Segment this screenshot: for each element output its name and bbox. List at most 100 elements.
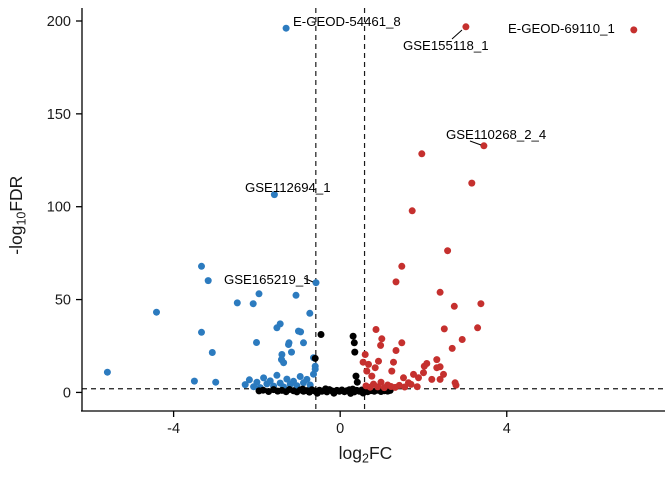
data-point bbox=[477, 300, 485, 308]
data-point bbox=[450, 302, 458, 310]
point-annotation-label: E-GEOD-69110_1 bbox=[508, 21, 615, 36]
data-point bbox=[390, 358, 397, 366]
data-point bbox=[436, 375, 444, 383]
data-point bbox=[303, 375, 311, 383]
axes: 0 50 100 150 200 -4 0 4 log2FC -log10FDR bbox=[6, 8, 665, 466]
data-point bbox=[630, 26, 638, 34]
x-tick-label: -4 bbox=[167, 421, 180, 437]
annotation-leader-line bbox=[469, 140, 482, 146]
data-point bbox=[377, 378, 385, 386]
data-point bbox=[283, 375, 291, 383]
threshold-lines bbox=[82, 8, 665, 411]
data-point bbox=[398, 339, 406, 347]
data-point bbox=[480, 142, 488, 150]
data-point bbox=[351, 348, 359, 356]
data-point bbox=[359, 389, 367, 397]
data-point bbox=[415, 374, 422, 382]
data-point bbox=[392, 278, 400, 286]
annotation-leader-line bbox=[303, 277, 314, 283]
data-point bbox=[273, 371, 281, 379]
data-point bbox=[347, 389, 355, 397]
data-point bbox=[410, 370, 417, 378]
data-point bbox=[212, 378, 220, 386]
data-point bbox=[468, 179, 476, 187]
point-annotation-label: GSE112694_1 bbox=[245, 180, 331, 195]
data-point bbox=[306, 309, 314, 317]
data-point bbox=[296, 373, 304, 380]
data-point bbox=[278, 351, 286, 358]
data-point bbox=[295, 327, 302, 335]
data-point bbox=[413, 383, 421, 391]
data-point bbox=[423, 360, 431, 367]
data-point bbox=[448, 344, 456, 352]
data-point bbox=[260, 374, 268, 382]
data-point bbox=[353, 378, 361, 386]
data-point bbox=[418, 150, 426, 158]
data-point bbox=[312, 279, 320, 287]
data-point bbox=[198, 262, 205, 270]
data-point bbox=[377, 341, 385, 349]
data-point bbox=[372, 326, 380, 333]
data-point bbox=[270, 191, 278, 199]
data-point bbox=[322, 385, 330, 393]
data-point bbox=[266, 377, 274, 385]
data-point bbox=[365, 360, 372, 368]
data-point bbox=[440, 370, 447, 378]
data-point bbox=[311, 354, 319, 362]
data-point bbox=[433, 356, 441, 364]
data-point bbox=[282, 24, 290, 32]
x-axis-title: log2FC bbox=[339, 443, 393, 466]
series-up-regulated bbox=[359, 23, 638, 392]
data-point bbox=[407, 380, 415, 388]
data-point bbox=[280, 359, 288, 367]
y-tick-label: 150 bbox=[47, 107, 71, 123]
data-point bbox=[103, 368, 111, 376]
data-point bbox=[361, 351, 369, 358]
data-point bbox=[233, 299, 241, 307]
data-point bbox=[440, 325, 448, 333]
data-point bbox=[208, 349, 216, 356]
data-point bbox=[401, 383, 409, 391]
data-point bbox=[198, 328, 205, 336]
data-point bbox=[388, 367, 396, 375]
y-tick-label: 0 bbox=[63, 385, 71, 401]
y-tick-label: 100 bbox=[47, 200, 71, 216]
data-point bbox=[285, 341, 292, 348]
data-point bbox=[392, 347, 400, 354]
data-point bbox=[204, 277, 212, 285]
data-point bbox=[153, 308, 160, 316]
data-point bbox=[317, 331, 325, 338]
data-point bbox=[241, 381, 249, 389]
data-point bbox=[428, 375, 436, 383]
data-point bbox=[253, 378, 261, 386]
data-point bbox=[433, 364, 441, 372]
data-point bbox=[288, 348, 295, 356]
data-point bbox=[462, 23, 470, 31]
data-point bbox=[474, 324, 482, 332]
data-point bbox=[398, 262, 406, 270]
y-axis-title: -log10FDR bbox=[6, 176, 29, 255]
x-tick-label: 0 bbox=[336, 421, 344, 437]
data-point bbox=[368, 372, 376, 380]
data-point bbox=[378, 335, 386, 343]
data-point bbox=[330, 389, 338, 397]
data-point bbox=[245, 376, 253, 384]
data-point bbox=[350, 339, 358, 347]
data-point bbox=[273, 324, 281, 332]
data-point bbox=[444, 247, 452, 255]
data-point bbox=[395, 381, 403, 389]
data-point bbox=[253, 339, 260, 346]
data-point bbox=[300, 339, 307, 347]
data-point bbox=[292, 291, 300, 299]
point-annotation-label: GSE165219_1 bbox=[224, 272, 311, 287]
series-down-regulated bbox=[103, 24, 320, 392]
data-point bbox=[259, 386, 267, 394]
annotation-leader-line bbox=[451, 29, 463, 40]
data-point bbox=[352, 372, 360, 380]
data-point bbox=[349, 332, 357, 340]
data-point bbox=[375, 357, 382, 365]
point-annotation-label: GSE155118_1 bbox=[403, 38, 489, 53]
